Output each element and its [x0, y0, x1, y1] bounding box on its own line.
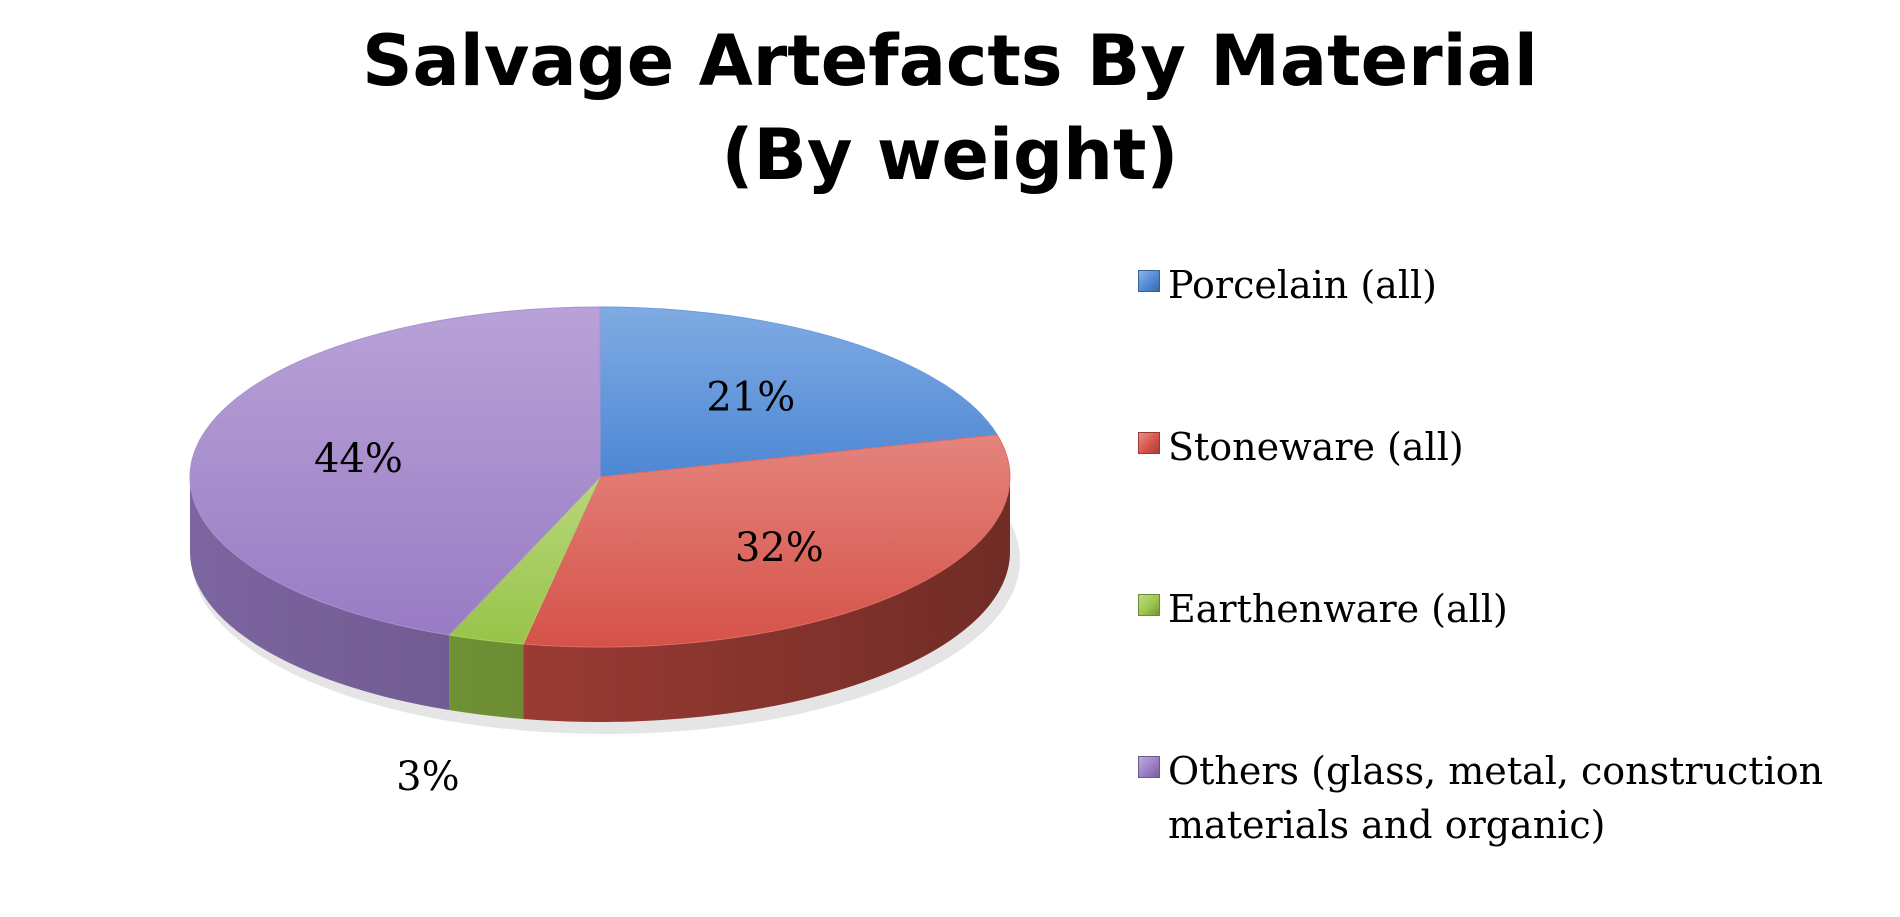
data-label-others: 44%	[314, 436, 403, 482]
pie-side-others	[190, 477, 450, 711]
pie-slice-others	[189, 306, 601, 636]
chart-title-line1: Salvage Artefacts By Material	[362, 20, 1538, 102]
chart-subtitle: (By weight)	[721, 114, 1179, 196]
pie-tops	[189, 306, 1011, 648]
legend-item-earthenware: Earthenware (all)	[1138, 582, 1508, 636]
legend-label-porcelain: Porcelain (all)	[1168, 263, 1437, 307]
legend-label-stoneware: Stoneware (all)	[1168, 425, 1464, 469]
legend-swatch-others	[1138, 756, 1160, 778]
legend-label-earthenware: Earthenware (all)	[1168, 587, 1508, 631]
legend-label-others: Others (glass, metal, construction mater…	[1168, 749, 1824, 847]
legend-swatch-earthenware	[1138, 594, 1160, 616]
legend-item-porcelain: Porcelain (all)	[1138, 258, 1437, 312]
pie-side-earthenware	[449, 635, 524, 719]
data-label-earthenware: 3%	[396, 754, 459, 800]
legend-swatch-porcelain	[1138, 270, 1160, 292]
pie-slice-porcelain	[599, 306, 998, 478]
legend-item-others: Others (glass, metal, construction mater…	[1138, 744, 1858, 852]
pie-side-stoneware	[523, 477, 1010, 722]
data-label-porcelain: 21%	[706, 374, 795, 420]
pie-data-labels: 21% 32% 3% 44%	[314, 374, 824, 800]
data-label-stoneware: 32%	[735, 525, 824, 571]
legend-swatch-stoneware	[1138, 432, 1160, 454]
legend-item-stoneware: Stoneware (all)	[1138, 420, 1464, 474]
chart-title: Salvage Artefacts By Material (By weight…	[0, 14, 1900, 202]
pie-slice-stoneware	[522, 434, 1011, 648]
